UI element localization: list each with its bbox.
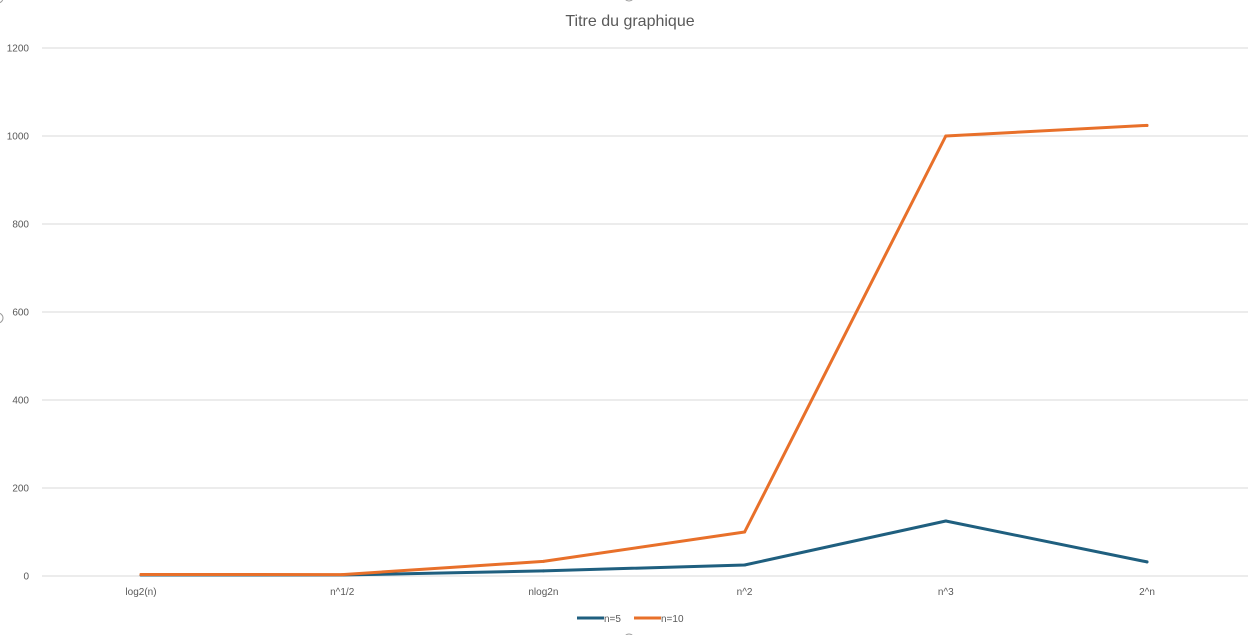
x-tick-label: n^3 xyxy=(938,587,954,598)
data-point[interactable] xyxy=(1145,123,1149,127)
data-point[interactable] xyxy=(944,519,948,523)
resize-handle-top-center[interactable] xyxy=(624,0,634,2)
x-axis-tick-labels: log2(n) n^1/2 nlog2n n^2 n^3 2^n xyxy=(125,587,1154,598)
x-tick-label: n^2 xyxy=(737,587,753,598)
gridlines xyxy=(42,47,1248,577)
y-axis-tick-labels: 0 200 400 600 800 1000 1200 xyxy=(7,44,30,583)
y-tick-label: 0 xyxy=(23,572,29,583)
x-tick-label: nlog2n xyxy=(528,587,558,598)
y-tick-label: 600 xyxy=(12,308,29,319)
data-point[interactable] xyxy=(541,569,545,573)
data-point[interactable] xyxy=(139,573,143,577)
data-point[interactable] xyxy=(944,134,948,138)
y-tick-label: 400 xyxy=(12,396,29,407)
series-line-n=10[interactable] xyxy=(139,123,1149,577)
data-point[interactable] xyxy=(1145,560,1149,564)
legend-label[interactable]: n=5 xyxy=(604,614,621,625)
legend[interactable]: n=5 n=10 xyxy=(577,614,684,625)
data-point[interactable] xyxy=(340,573,344,577)
data-point[interactable] xyxy=(541,559,545,563)
y-tick-label: 200 xyxy=(12,484,29,495)
x-tick-label: 2^n xyxy=(1139,587,1155,598)
data-point[interactable] xyxy=(743,530,747,534)
resize-handle-middle-left[interactable] xyxy=(0,312,4,324)
resize-handle-top-left[interactable] xyxy=(0,0,4,4)
data-point[interactable] xyxy=(743,563,747,567)
series-lines[interactable] xyxy=(139,123,1149,577)
legend-label[interactable]: n=10 xyxy=(661,614,684,625)
chart-title[interactable]: Titre du graphique xyxy=(565,13,694,30)
x-tick-label: n^1/2 xyxy=(330,587,355,598)
y-tick-label: 800 xyxy=(12,220,29,231)
x-tick-label: log2(n) xyxy=(125,587,156,598)
y-tick-label: 1000 xyxy=(7,132,30,143)
y-tick-label: 1200 xyxy=(7,44,30,55)
